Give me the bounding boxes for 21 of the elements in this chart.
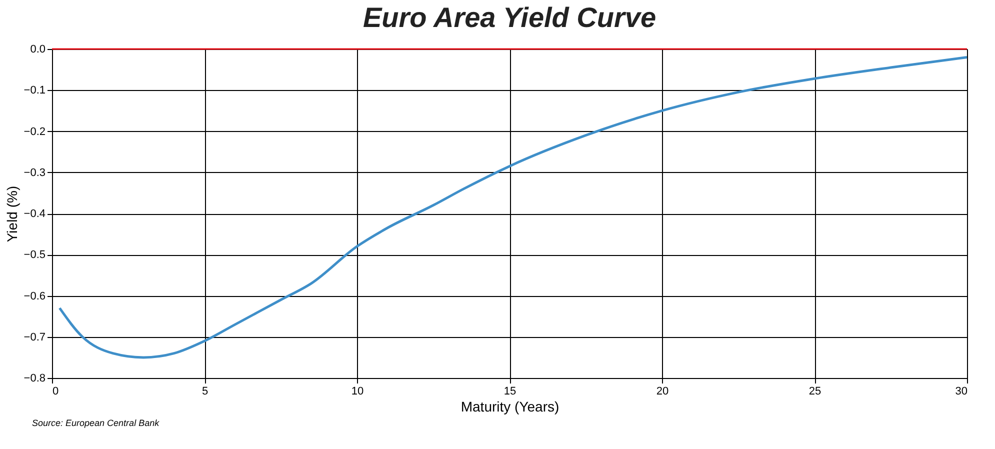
line-series bbox=[58, 56, 968, 359]
y-tick-label: −0.2 bbox=[24, 126, 46, 138]
y-tick-label: −0.1 bbox=[24, 84, 46, 97]
y-tick-label: −0.4 bbox=[24, 208, 46, 220]
x-tick-label: 25 bbox=[808, 386, 822, 398]
y-tick-label: −0.3 bbox=[24, 166, 46, 179]
source-note: Source: European Central Bank bbox=[32, 418, 160, 428]
y-tick-label: −0.6 bbox=[24, 290, 46, 302]
x-tick-label: 10 bbox=[351, 386, 364, 398]
y-tick-label: 0.0 bbox=[30, 44, 46, 56]
x-tick-label: 5 bbox=[202, 386, 208, 398]
x-tick-label: 30 bbox=[955, 386, 968, 398]
y-tick-label: −0.7 bbox=[24, 331, 46, 344]
y-tick-label: −0.5 bbox=[24, 249, 46, 262]
x-tick-label: 20 bbox=[656, 386, 669, 398]
y-tick-label: −0.8 bbox=[24, 372, 46, 384]
x-axis-title: Maturity (Years) bbox=[460, 398, 560, 414]
y-axis-title: Yield (%) bbox=[4, 186, 20, 242]
x-tick-label: 15 bbox=[504, 386, 516, 398]
chart-title: Euro Area Yield Curve bbox=[362, 2, 656, 33]
x-tick-label: 0 bbox=[52, 386, 59, 398]
